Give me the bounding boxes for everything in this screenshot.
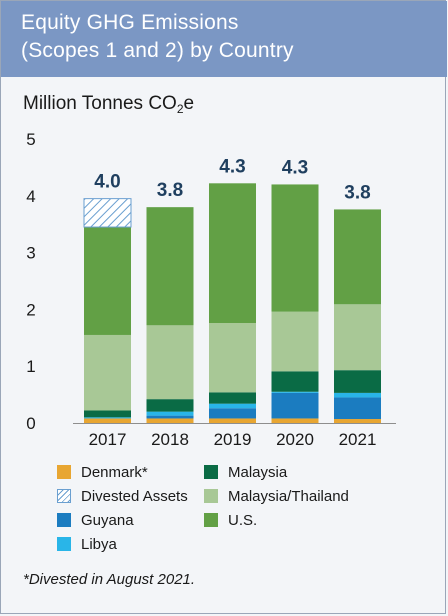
total-label-2020: 4.3 [282,157,308,178]
bar-2020-denmark [271,418,319,423]
bar-2018-denmark [146,418,194,423]
units-suffix: e [183,93,195,114]
bar-2018-malaysia-thailand [146,325,194,400]
total-label-2017: 4.0 [94,172,120,193]
units-prefix: Million Tonnes CO [23,93,177,114]
legend-swatch [204,465,218,479]
chart-title-line-1: Equity GHG Emissions [21,11,239,34]
bar-2017-malaysia [84,410,131,418]
legend-label: Malaysia/Thailand [228,487,349,505]
y-tick-label-5: 5 [26,130,35,149]
legend-swatch [57,489,71,503]
bar-2017-libya [84,417,131,419]
legend-item-u-s: U.S. [204,511,257,529]
stacked-bar-chart: 0 1 2 3 4 5 4.0 3.8 4.3 4.3 3.8 2017 2018 2019 2020 2… [26,130,396,449]
bar-2019-malaysia [209,392,256,404]
bar-2021-u-s [334,209,381,305]
y-tick-label-1: 1 [26,357,35,376]
legend-label: Guyana [81,511,134,529]
bar-2021-malaysia [334,370,381,393]
bar-2020-malaysia-thailand [271,311,319,372]
bar-2021-guyana [334,397,381,420]
x-tick-label-2021: 2021 [339,430,377,449]
x-tick-label-2018: 2018 [151,430,189,449]
chart-header: Equity GHG Emissions (Scopes 1 and 2) by… [1,1,447,77]
legend-item-malaysia-thailand: Malaysia/Thailand [204,487,349,505]
legend-swatch [57,537,71,551]
bar-2017-divested-assets [83,198,132,228]
legend-item-guyana: Guyana [57,511,134,529]
legend-swatch [204,489,218,503]
legend-label: Denmark* [81,463,148,481]
total-label-2019: 4.3 [219,156,245,177]
bar-2017-denmark [84,418,131,423]
units-subscript: 2 [176,102,184,116]
y-tick-label-0: 0 [26,414,35,433]
chart-title-line-2: (Scopes 1 and 2) by Country [21,39,294,62]
bar-2018-malaysia [146,399,194,412]
bar-2017-u-s [84,227,131,335]
legend-item-divested-assets: Divested Assets [57,487,188,505]
total-label-2018: 3.8 [157,180,183,201]
bar-2018-u-s [146,207,194,326]
legend-label: U.S. [228,511,258,529]
bar-2017-malaysia-thailand [84,334,131,411]
bar-2019-guyana [209,408,256,419]
bar-2019-malaysia-thailand [209,323,256,393]
legend-swatch [57,465,71,479]
y-tick-label-3: 3 [26,244,35,263]
bar-2021-libya [334,392,381,398]
y-tick-label-2: 2 [26,300,35,319]
x-tick-label-2020: 2020 [276,430,314,449]
y-axis-units: Million Tonnes CO2e [23,93,194,116]
legend-swatch [57,513,71,527]
bar-2020-u-s [271,184,319,312]
bar-2019-u-s [209,183,256,324]
y-tick-label-4: 4 [26,187,35,206]
legend-label: Libya [81,535,117,553]
legend-item-malaysia: Malaysia [204,463,287,481]
bar-2020-guyana [271,392,319,419]
legend-item-libya: Libya [57,535,117,553]
bar-2020-libya [271,391,319,393]
footnote: *Divested in August 2021. [23,571,196,588]
bar-2018-libya [146,411,194,416]
bar-2020-malaysia [271,371,319,392]
x-tick-label-2017: 2017 [89,430,127,449]
bar-2021-malaysia-thailand [334,304,381,371]
total-label-2021: 3.8 [344,182,370,203]
legend-item-denmark: Denmark* [57,463,148,481]
bar-2021-denmark [334,419,381,423]
legend-label: Malaysia [228,463,288,481]
legend-label: Divested Assets [81,487,188,505]
bar-2019-denmark [209,418,256,423]
bar-2018-guyana [146,415,194,419]
bar-2019-libya [209,403,256,409]
legend-swatch [204,513,218,527]
x-tick-label-2019: 2019 [214,430,252,449]
